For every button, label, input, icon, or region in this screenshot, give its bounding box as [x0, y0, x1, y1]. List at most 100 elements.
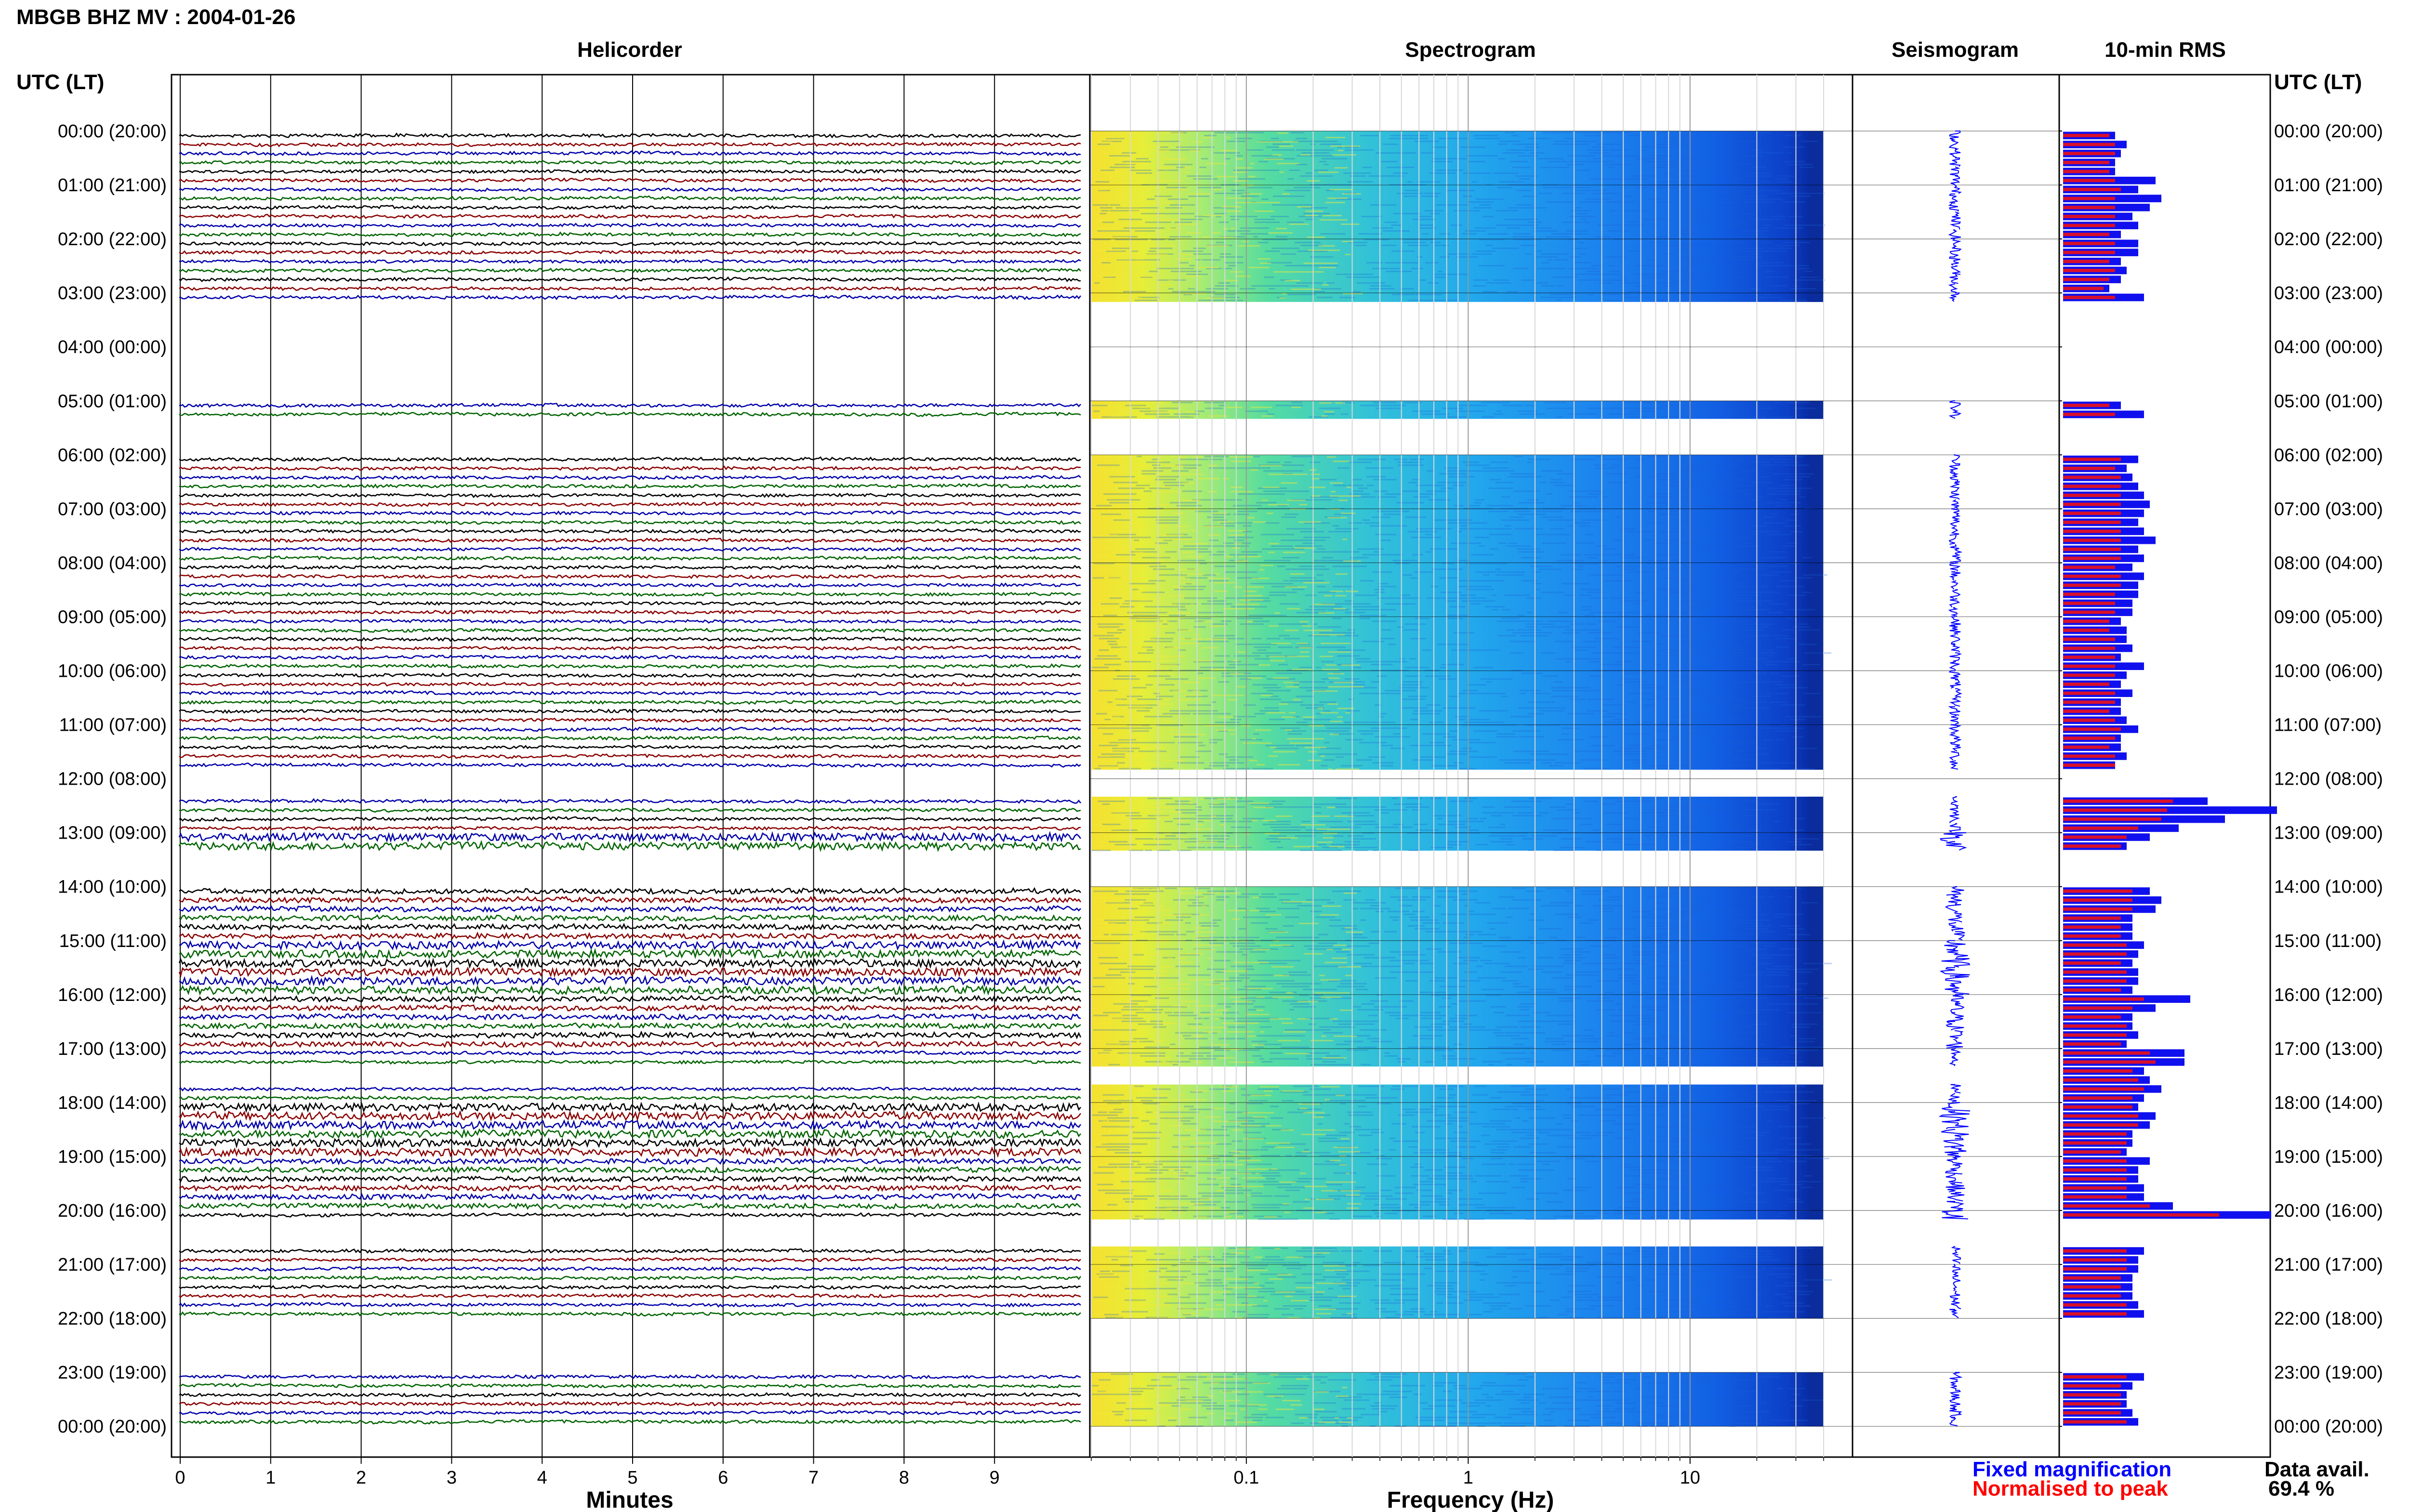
grid-lines [180, 75, 2062, 1457]
rms-bar-normalised [2063, 260, 2109, 263]
seismogram-segment [1950, 1003, 1965, 1012]
spectrogram-speckle [1092, 887, 1832, 1065]
spectrogram-band [1091, 1084, 1824, 1220]
helicorder-traces [178, 132, 1082, 1425]
seismogram-segment [1949, 814, 1960, 823]
seismogram-segment [1950, 166, 1960, 176]
seismogram-segment [1942, 1210, 1968, 1220]
seismogram-segment [1948, 823, 1961, 833]
rms-bar-normalised [2063, 250, 2115, 254]
spectrogram-band [1091, 1372, 1824, 1427]
rms-bars [2063, 131, 2277, 1426]
helicorder-trace [179, 735, 1081, 741]
rms-bar-normalised [2063, 512, 2121, 515]
seismogram-segment [1949, 472, 1959, 482]
rms-bar-normalised [2063, 493, 2121, 497]
seismogram-segment [1949, 1057, 1959, 1066]
rms-bar-normalised [2063, 466, 2115, 470]
helicorder-trace [179, 483, 1081, 489]
helicorder-trace [179, 636, 1081, 642]
seismogram-segment [1949, 1390, 1961, 1399]
helicorder-trace [179, 465, 1081, 471]
rms-bar-normalised [2063, 683, 2109, 686]
helicorder-trace [179, 798, 1082, 804]
seismogram-segment [1949, 1372, 1963, 1381]
hour-label-right: 22:00 (18:00) [2274, 1309, 2383, 1329]
helicorder-trace [179, 1410, 1081, 1416]
seismogram-segment [1949, 661, 1960, 671]
hour-label-left: 08:00 (04:00) [58, 553, 167, 573]
seismogram-segment [1949, 481, 1960, 491]
helicorder-trace [179, 672, 1081, 678]
time-axis-label-left: UTC (LT) [16, 70, 104, 94]
rms-bar-normalised [2063, 700, 2115, 704]
helicorder-trace [179, 222, 1081, 228]
spectrogram-bands [1091, 131, 1832, 1427]
seismogram-segment [1949, 733, 1962, 743]
seismogram-segment [1946, 1183, 1965, 1193]
minutes-tick-label: 1 [265, 1468, 276, 1488]
hour-label-right: 00:00 (20:00) [2274, 1417, 2383, 1437]
seismogram-segment [1945, 904, 1961, 914]
hour-label-right: 18:00 (14:00) [2274, 1093, 2383, 1113]
seismogram-segment [1945, 985, 1970, 995]
rms-bar-normalised [2063, 1033, 2127, 1037]
seismogram-segment [1949, 1417, 1958, 1426]
frequency-tick-label: 10 [1680, 1468, 1700, 1488]
spectrogram-panel-title: Spectrogram [1405, 38, 1535, 62]
helicorder-trace [178, 957, 1081, 970]
seismogram-segment [1946, 1039, 1963, 1049]
helicorder-trace [179, 1086, 1081, 1092]
rms-bar-normalised [2063, 754, 2115, 758]
seismogram-segment [1949, 1407, 1962, 1418]
helicorder-trace [179, 947, 1081, 960]
spectrogram-band [1091, 401, 1824, 419]
spectrogram-band-edge [1809, 131, 1824, 302]
rms-bar-normalised [2063, 170, 2109, 173]
helicorder-trace [179, 1374, 1081, 1380]
helicorder-trace [179, 1275, 1082, 1281]
helicorder-trace [179, 826, 1081, 831]
helicorder-trace [179, 905, 1081, 913]
helicorder-trace [179, 1202, 1081, 1210]
hour-label-right: 07:00 (03:00) [2274, 499, 2383, 519]
rms-panel-title: 10-min RMS [2105, 38, 2226, 62]
hour-label-left: 22:00 (18:00) [58, 1309, 167, 1329]
spectrogram-speckle [1092, 1085, 1830, 1220]
helicorder-trace [179, 708, 1081, 714]
helicorder-trace [179, 519, 1081, 525]
seismogram-segment [1951, 1264, 1961, 1274]
helicorder-trace [179, 627, 1081, 633]
minutes-tick-label: 2 [356, 1468, 366, 1488]
helicorder-trace [179, 717, 1081, 723]
spectrogram-band [1091, 131, 1824, 302]
hour-label-left: 06:00 (02:00) [58, 445, 167, 465]
seismogram-segment [1948, 193, 1959, 203]
helicorder-trace [178, 830, 1082, 843]
helicorder-trace [179, 267, 1081, 273]
helicorder-trace [179, 887, 1081, 895]
minutes-tick-label: 5 [627, 1468, 637, 1488]
rms-bar-normalised [2063, 583, 2121, 587]
legend-fixed-magnification: Fixed magnification [1972, 1458, 2171, 1481]
rms-bar-normalised [2063, 907, 2132, 911]
rms-bar-normalised [2063, 1024, 2127, 1028]
hour-label-right: 15:00 (11:00) [2274, 931, 2382, 951]
rms-bar-normalised [2063, 808, 2167, 812]
spectrogram-speckle-warm [1091, 1086, 1361, 1218]
rms-bar-normalised [2063, 952, 2127, 956]
seismogram-segment [1948, 409, 1962, 419]
rms-bar-normalised [2063, 745, 2109, 749]
seismogram-segment [1954, 688, 1962, 698]
rms-bar-normalised [2063, 502, 2121, 506]
rms-bar-normalised [2063, 1159, 2127, 1163]
hour-label-right: 08:00 (04:00) [2274, 553, 2383, 573]
seismogram-segment [1949, 274, 1959, 284]
seismogram-segment [1949, 400, 1961, 410]
seismogram-segment [1948, 913, 1963, 923]
helicorder-trace [179, 1050, 1081, 1056]
helicorder-panel-title: Helicorder [577, 38, 682, 62]
helicorder-trace [179, 231, 1081, 237]
seismogram-segment [1954, 931, 1965, 941]
helicorder-trace [179, 807, 1081, 813]
